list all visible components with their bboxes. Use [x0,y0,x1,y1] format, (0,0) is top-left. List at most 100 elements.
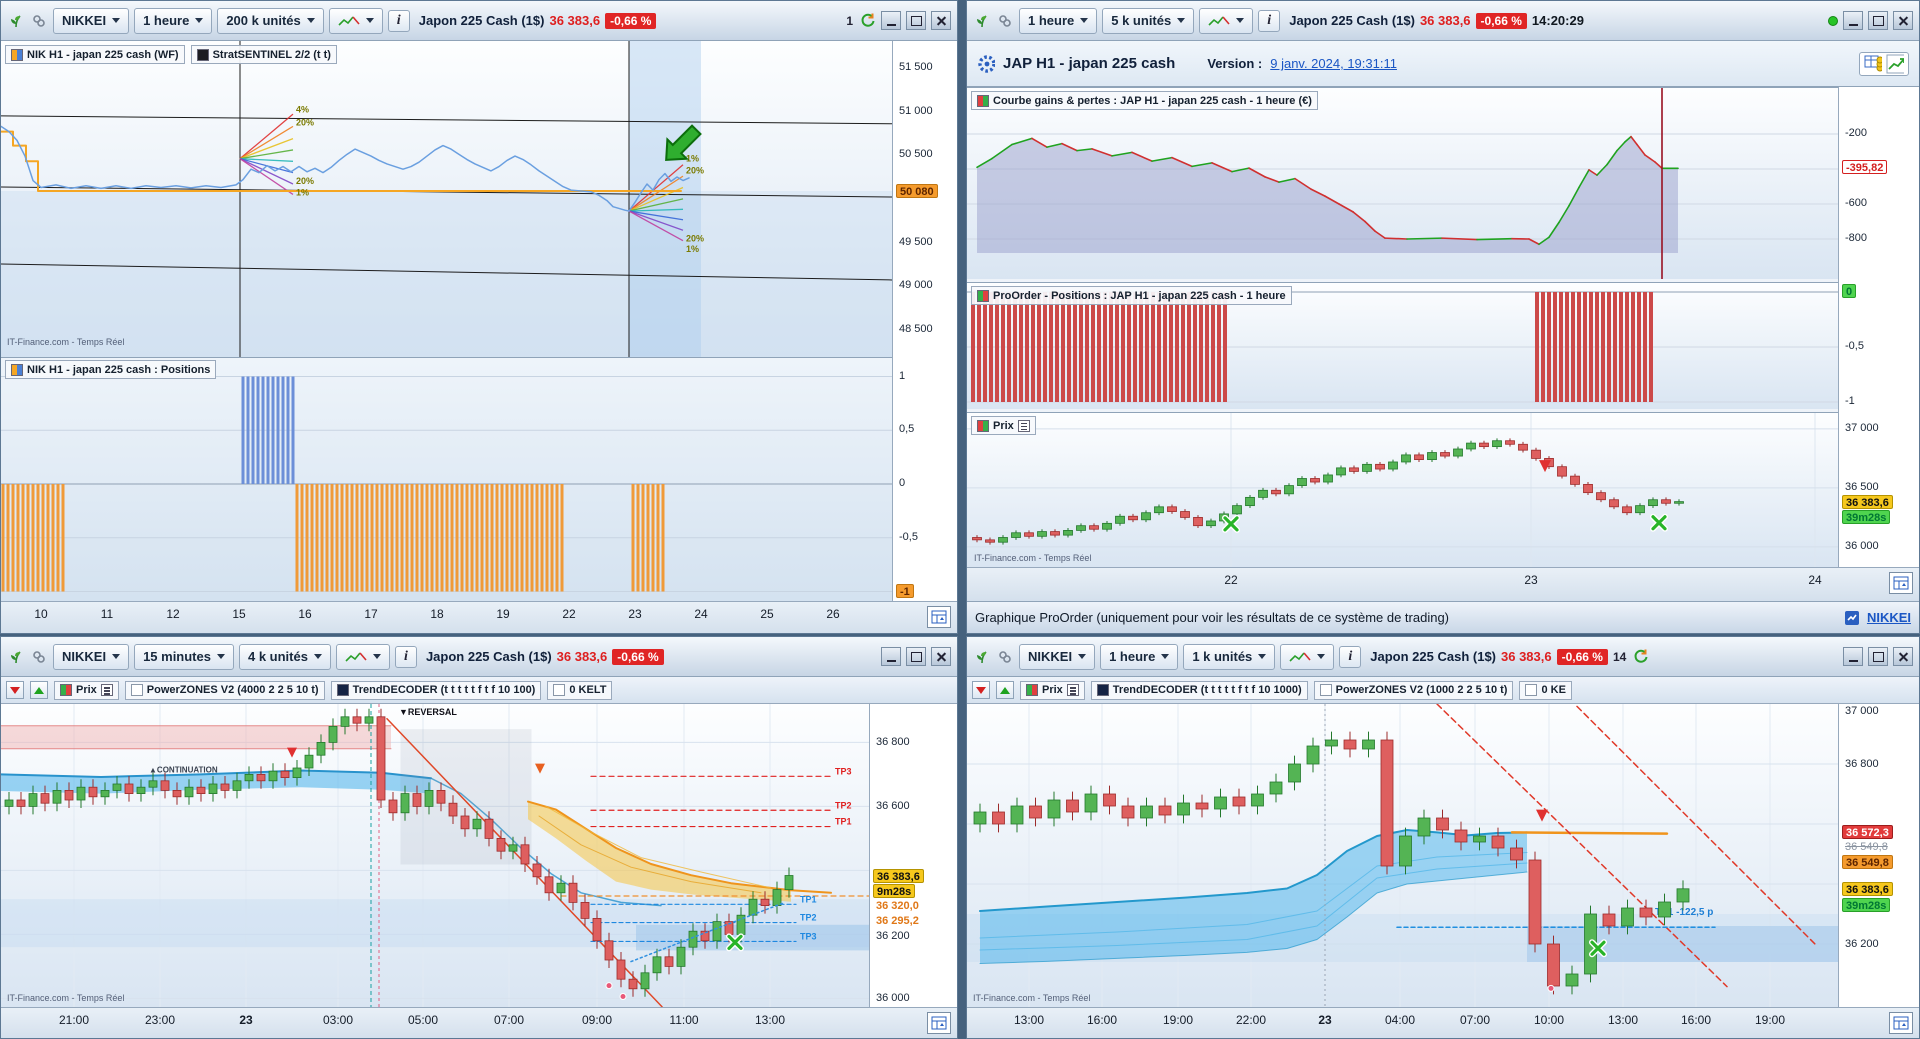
info-button[interactable]: i [387,9,410,32]
close-button[interactable] [1893,11,1913,30]
scroll-down-button[interactable] [972,681,990,699]
workspace-link-icon[interactable] [1843,609,1861,627]
time-axis[interactable]: 21:00 23:00 23 03:00 05:00 07:00 09:00 11:00 13:… [1,1007,957,1038]
chart-type-dropdown[interactable] [328,7,383,34]
timeframe-dropdown[interactable]: 1 heure [1019,7,1098,34]
link-icon[interactable] [996,12,1014,30]
indicator-chip-powerzones[interactable]: PowerZONES V2 (4000 2 2 5 10 t) [124,680,325,700]
units-dropdown[interactable]: 5 k unités [1102,7,1195,34]
svg-text:▲CONTINUATION: ▲CONTINUATION [149,765,218,774]
price-axis[interactable]: 51 500 51 000 50 500 50 080 49 500 49 000 48 5… [892,41,957,601]
link-icon[interactable] [996,648,1014,666]
sprout-icon[interactable] [973,648,991,666]
positions-chart-area[interactable] [1,357,892,601]
scroll-down-button[interactable] [6,681,24,699]
close-button[interactable] [931,647,951,666]
table-coins-icon[interactable] [1864,55,1882,73]
symbol-dropdown[interactable]: NIKKEI [53,7,130,34]
equity-chart-icon[interactable] [1886,54,1904,73]
info-button[interactable]: i [394,645,417,668]
axis-label: 9m28s [873,883,916,898]
maximize-button[interactable] [906,647,926,666]
panel-corner-icon[interactable] [927,606,951,628]
indicator-chip-prix[interactable]: Prix [54,680,119,700]
price-chart-area[interactable] [967,412,1838,567]
scroll-up-button[interactable] [996,681,1014,699]
indicator-chip-kelt[interactable]: 0 KE [1519,680,1572,700]
prix-chip[interactable]: Prix [971,416,1036,435]
minimize-button[interactable] [1843,11,1863,30]
time-axis[interactable]: 22 23 24 [967,567,1919,603]
window-nikkei-1h-1k: NIKKEI 1 heure 1 k unités i Japon 225 Ca… [966,636,1920,1039]
refresh-icon[interactable] [1631,648,1649,666]
scroll-up-button[interactable] [30,681,48,699]
sprout-icon[interactable] [7,648,25,666]
indicator-chip-nik-h1[interactable]: NIK H1 - japan 225 cash (WF) [5,45,185,64]
maximize-button[interactable] [906,11,926,30]
refresh-icon[interactable] [858,12,876,30]
price-chart-area[interactable]: TP1 -122,5 p [967,704,1838,1007]
equity-curve-area[interactable] [967,87,1838,279]
list-icon[interactable] [100,684,113,696]
panel-corner-icon[interactable] [927,1012,951,1034]
time-axis[interactable]: 10 11 12 15 16 17 18 19 22 23 24 25 26 [1,601,957,633]
time-axis-label: 25 [760,607,774,621]
info-button[interactable]: i [1258,9,1281,32]
minimize-button[interactable] [1843,647,1863,666]
close-button[interactable] [1893,647,1913,666]
close-button[interactable] [931,11,951,30]
axis-label: 37 000 [1845,421,1879,434]
indicator-chip-kelt[interactable]: 0 KELT [547,680,613,700]
maximize-button[interactable] [1868,11,1888,30]
units-dropdown[interactable]: 4 k unités [238,643,331,670]
list-icon[interactable] [1017,419,1030,432]
time-axis-label: 19:00 [1162,1013,1194,1027]
sprout-icon[interactable] [7,12,25,30]
maximize-button[interactable] [1868,647,1888,666]
sprout-icon[interactable] [973,12,991,30]
panel-corner-icon[interactable] [1889,572,1913,594]
positions-chip[interactable]: NIK H1 - japan 225 cash : Positions [5,360,217,379]
panel-corner-icon[interactable] [1889,1012,1913,1034]
list-icon[interactable] [1066,684,1079,696]
link-icon[interactable] [30,12,48,30]
time-axis-label: 22 [1224,573,1238,587]
indicator-chip-prix[interactable]: Prix [1020,680,1085,700]
symbol-dropdown[interactable]: NIKKEI [1019,643,1096,670]
version-link[interactable]: 9 janv. 2024, 19:31:11 [1270,56,1397,71]
indicator-chip-stratsentinel[interactable]: StratSENTINEL 2/2 (t t) [190,45,337,64]
chart-type-dropdown[interactable] [1280,643,1335,670]
nikkei-link[interactable]: NIKKEI [1866,610,1911,625]
price-chart-area[interactable]: TP3 TP2 TP1 TP1 TP2 TP3 ▼REVERSAL ▲CONTINUATION [1,704,869,1007]
chip-label: PowerZONES V2 (1000 2 2 5 10 t) [1335,684,1508,696]
indicator-chip-trenddecoder[interactable]: TrendDECODER (t t t t t f t f 10 1000) [1090,680,1308,700]
price-axis[interactable]: 36 800 36 600 36 383,6 9m28s 36 320,0 36 295,… [869,704,957,1007]
indicator-chip-powerzones[interactable]: PowerZONES V2 (1000 2 2 5 10 t) [1313,680,1514,700]
chevron-down-icon [1078,654,1087,659]
minimize-button[interactable] [881,11,901,30]
proorder-positions-chip[interactable]: ProOrder - Positions : JAP H1 - japan 22… [971,286,1292,305]
symbol-dropdown[interactable]: NIKKEI [53,643,130,670]
time-axis[interactable]: 13:00 16:00 19:00 22:00 23 04:00 07:00 10:00 13:… [967,1007,1919,1038]
units-dropdown[interactable]: 200 k unités [217,7,324,34]
timeframe-dropdown[interactable]: 15 minutes [134,643,234,670]
indicator-chip-row: NIK H1 - japan 225 cash (WF) StratSENTINE… [5,45,337,64]
price-chart-area[interactable]: 4% 20% 20% 1% 1% 20% 20% 1% [1,41,892,357]
chevron-down-icon [1317,654,1326,659]
equity-chip[interactable]: Courbe gains & pertes : JAP H1 - japan 2… [971,91,1318,110]
gear-icon[interactable] [977,54,995,73]
chart-type-dropdown[interactable] [335,643,390,670]
link-icon[interactable] [30,648,48,666]
units-dropdown[interactable]: 1 k unités [1183,643,1276,670]
indicator-chip-trenddecoder[interactable]: TrendDECODER (t t t t t f t f 10 100) [330,680,542,700]
minimize-button[interactable] [881,647,901,666]
axis-label: 36 383,6 [873,868,924,883]
timeframe-dropdown[interactable]: 1 heure [134,7,213,34]
price-axis[interactable]: 37 000 36 800 36 572,3 36 549,8 36 549,8 36 3… [1838,704,1919,1007]
chart-type-dropdown[interactable] [1199,7,1254,34]
timeframe-dropdown[interactable]: 1 heure [1100,643,1179,670]
info-button[interactable]: i [1339,645,1362,668]
time-axis-label: 24 [1808,573,1822,587]
chip-label: NIK H1 - japan 225 cash : Positions [27,363,211,376]
value-axis[interactable]: -200 -395,82 -600 -800 0 -0,5 -1 37 000 36 500… [1838,87,1919,567]
